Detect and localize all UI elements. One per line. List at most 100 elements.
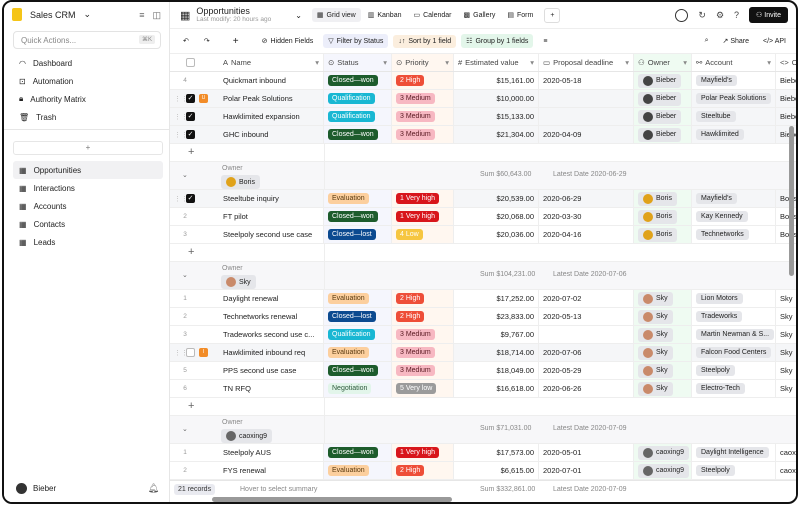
filter-button[interactable]: ▽ Filter by Status bbox=[323, 34, 389, 48]
cell-owner[interactable]: caoxing9 bbox=[634, 444, 692, 461]
column-header-o[interactable]: <>O bbox=[776, 54, 796, 71]
table-row[interactable]: ⋮⋮ ✓ Hawklimited expansion Qualification 3 M… bbox=[170, 108, 796, 126]
tab-kanban[interactable]: ▥ Kanban bbox=[363, 8, 407, 22]
cell-account[interactable]: Falcon Food Centers bbox=[692, 344, 776, 361]
column-header-proposal-deadline[interactable]: ▭ Proposal deadline ▾ bbox=[539, 54, 634, 71]
cell-account[interactable]: Hawklimited bbox=[692, 126, 776, 143]
drag-handle-icon[interactable]: ⋮⋮ bbox=[174, 113, 188, 121]
sidebar-item-leads[interactable]: ▦ Leads bbox=[13, 233, 163, 251]
sidebar-item-authority-matrix[interactable]: 🔒︎ Authority Matrix bbox=[13, 90, 163, 108]
cell-estimated-value[interactable]: $10,000.00 bbox=[454, 90, 539, 107]
row-checkbox[interactable] bbox=[186, 348, 195, 357]
dropdown-arrow-icon[interactable]: ▾ bbox=[767, 58, 771, 67]
cell-account[interactable]: Technetworks bbox=[692, 226, 776, 243]
cell-owner[interactable]: Sky bbox=[634, 380, 692, 397]
cell-priority[interactable]: 4 Low bbox=[392, 226, 454, 243]
add-row-button[interactable]: + bbox=[170, 144, 796, 162]
cell-account[interactable]: Tradeworks bbox=[692, 308, 776, 325]
sidebar-item-automation[interactable]: ⊡ Automation bbox=[13, 72, 163, 90]
cell-overflow[interactable]: Biebe bbox=[776, 72, 796, 89]
table-row[interactable]: 2 FYS renewal Evaluation 2 High $6,615.00 202… bbox=[170, 462, 796, 480]
row-selector[interactable]: 6 bbox=[170, 380, 219, 397]
cell-priority[interactable]: 1 Very high bbox=[392, 444, 454, 461]
cell-proposal-deadline[interactable]: 2020-05-18 bbox=[539, 72, 634, 89]
row-selector[interactable]: 1 bbox=[170, 290, 219, 307]
row-checkbox[interactable]: ✓ bbox=[186, 112, 195, 121]
add-record-button[interactable]: + bbox=[232, 35, 239, 47]
cell-status[interactable]: Qualification bbox=[324, 326, 392, 343]
undo-icon[interactable]: ↶ bbox=[183, 38, 189, 45]
collapse-chevron-icon[interactable]: ⌄ bbox=[182, 172, 188, 179]
cell-proposal-deadline[interactable]: 2020-05-01 bbox=[539, 444, 634, 461]
cell-status[interactable]: Closed—won bbox=[324, 126, 392, 143]
column-header-owner[interactable]: ⚇ Owner ▾ bbox=[634, 54, 692, 71]
cell-status[interactable]: Evaluation bbox=[324, 462, 392, 479]
row-selector[interactable]: 3 bbox=[170, 326, 219, 343]
search-icon[interactable]: ⌕ bbox=[704, 37, 709, 44]
invite-button[interactable]: ⚇ Invite bbox=[749, 7, 788, 23]
table-row[interactable]: ⋮⋮ ✓ GHC inbound Closed—won 3 Medium $21,304.… bbox=[170, 126, 796, 144]
cell-estimated-value[interactable]: $18,049.00 bbox=[454, 362, 539, 379]
cell-priority[interactable]: 2 High bbox=[392, 290, 454, 307]
cell-account[interactable]: Lion Motors bbox=[692, 290, 776, 307]
cell-name[interactable]: Technetworks renewal bbox=[219, 308, 324, 325]
cell-estimated-value[interactable]: $15,161.00 bbox=[454, 72, 539, 89]
bell-icon[interactable]: 🔔︎ bbox=[147, 483, 159, 493]
cell-estimated-value[interactable]: $16,618.00 bbox=[454, 380, 539, 397]
cell-priority[interactable]: 5 Very low bbox=[392, 380, 454, 397]
row-selector[interactable]: ⋮⋮ ✓ U bbox=[170, 90, 219, 107]
cell-owner[interactable]: Bieber bbox=[634, 126, 692, 143]
column-header-estimated-value[interactable]: # Estimated value ▾ bbox=[454, 54, 539, 71]
cell-name[interactable]: Steeltube inquiry bbox=[219, 190, 324, 207]
tab-form[interactable]: ▤ Form bbox=[502, 8, 538, 22]
cell-account[interactable]: Martin Newman & S... bbox=[692, 326, 776, 343]
sidebar-item-trash[interactable]: 🗑︎ Trash bbox=[13, 108, 163, 126]
cell-name[interactable]: Hawklimited inbound req bbox=[219, 344, 324, 361]
cell-overflow[interactable]: Sky bbox=[776, 380, 796, 397]
cell-overflow[interactable]: Sky bbox=[776, 290, 796, 307]
tab-calendar[interactable]: ▭ Calendar bbox=[408, 8, 456, 22]
cell-name[interactable]: Tradeworks second use c... bbox=[219, 326, 324, 343]
record-count[interactable]: 21 records bbox=[174, 484, 216, 495]
cell-estimated-value[interactable]: $6,615.00 bbox=[454, 462, 539, 479]
cell-priority[interactable]: 2 High bbox=[392, 72, 454, 89]
cell-proposal-deadline[interactable]: 2020-07-02 bbox=[539, 290, 634, 307]
hidden-fields-button[interactable]: ⊘ Hidden Fields bbox=[257, 34, 319, 48]
row-selector[interactable]: ⋮⋮ ✓ bbox=[170, 108, 219, 125]
tab-grid-view[interactable]: ▦ Grid view bbox=[311, 8, 361, 22]
collapse-chevron-icon[interactable]: ⌄ bbox=[182, 272, 188, 279]
cell-priority[interactable]: 3 Medium bbox=[392, 362, 454, 379]
vertical-scrollbar[interactable] bbox=[789, 126, 794, 276]
cell-overflow[interactable]: Boris bbox=[776, 190, 796, 207]
cell-status[interactable]: Qualification bbox=[324, 108, 392, 125]
cell-priority[interactable]: 2 High bbox=[392, 308, 454, 325]
group-button[interactable]: ☷ Group by 1 fields bbox=[461, 34, 534, 48]
tab-gallery[interactable]: ▩ Gallery bbox=[459, 8, 501, 22]
sidebar-item-opportunities[interactable]: ▦ Opportunities bbox=[13, 161, 163, 179]
cell-account[interactable]: Electro-Tech bbox=[692, 380, 776, 397]
cell-proposal-deadline[interactable]: 2020-07-01 bbox=[539, 462, 634, 479]
quick-actions-input[interactable]: Quick Actions... ⌘K bbox=[13, 31, 161, 49]
row-selector[interactable]: ⋮⋮ ✓ bbox=[170, 190, 219, 207]
row-checkbox[interactable]: ✓ bbox=[186, 130, 195, 139]
row-selector[interactable]: 2 bbox=[170, 208, 219, 225]
cell-overflow[interactable]: caoxi bbox=[776, 444, 796, 461]
cell-owner[interactable]: Bieber bbox=[634, 108, 692, 125]
row-selector[interactable]: 5 bbox=[170, 362, 219, 379]
cell-status[interactable]: Closed—won bbox=[324, 444, 392, 461]
cell-proposal-deadline[interactable]: 2020-07-06 bbox=[539, 344, 634, 361]
dropdown-arrow-icon[interactable]: ▾ bbox=[530, 58, 534, 67]
table-row[interactable]: 3 Tradeworks second use c... Qualification… bbox=[170, 326, 796, 344]
cell-priority[interactable]: 3 Medium bbox=[392, 108, 454, 125]
cell-account[interactable]: Kay Kennedy bbox=[692, 208, 776, 225]
column-header-account[interactable]: ⚯ Account ▾ bbox=[692, 54, 776, 71]
cell-proposal-deadline[interactable]: 2020-05-29 bbox=[539, 362, 634, 379]
cell-proposal-deadline[interactable]: 2020-05-13 bbox=[539, 308, 634, 325]
cell-status[interactable]: Closed—lost bbox=[324, 226, 392, 243]
collapse-chevron-icon[interactable]: ⌄ bbox=[182, 426, 188, 433]
select-all-checkbox[interactable] bbox=[186, 58, 195, 67]
cell-status[interactable]: Closed—won bbox=[324, 72, 392, 89]
row-selector[interactable]: 1 bbox=[170, 444, 219, 461]
select-all[interactable] bbox=[170, 54, 219, 71]
cell-priority[interactable]: 3 Medium bbox=[392, 90, 454, 107]
